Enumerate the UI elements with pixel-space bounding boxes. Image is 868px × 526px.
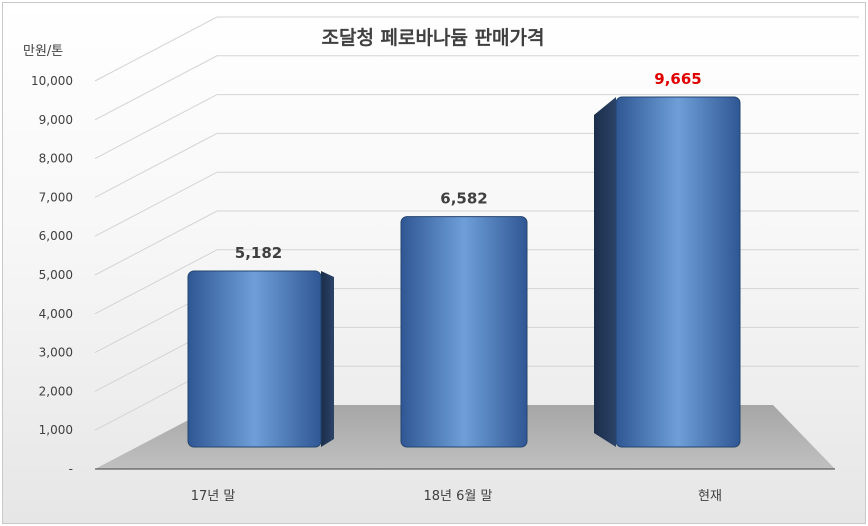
y-tick-label: 9,000 (39, 113, 73, 127)
bar-chart: 조달청 페로바나듐 판매가격 만원/톤 - 1,000 2,000 3,000 4,00… (23, 16, 859, 504)
gridline (94, 16, 859, 82)
y-axis-unit-label: 만원/톤 (23, 44, 63, 59)
x-tick-label: 현재 (698, 489, 722, 504)
bar-side (321, 270, 334, 447)
y-tick-label: 5,000 (39, 268, 73, 282)
bar (187, 270, 322, 448)
data-label: 6,582 (440, 190, 487, 208)
y-tick-label: 7,000 (39, 190, 73, 204)
bar-side (594, 96, 616, 448)
y-tick-label: 4,000 (39, 307, 73, 321)
y-tick-label: 10,000 (31, 74, 73, 88)
y-tick-label: 6,000 (39, 229, 73, 243)
gridline (94, 132, 859, 198)
x-tick-label: 17년 말 (191, 489, 236, 504)
y-tick-label: - (69, 462, 73, 476)
y-tick-label: 3,000 (39, 346, 73, 360)
bar (615, 96, 741, 448)
data-label: 5,182 (235, 244, 282, 262)
gridline (94, 55, 859, 121)
chart-title: 조달청 페로바나듐 판매가격 (322, 27, 545, 49)
y-tick-label: 2,000 (39, 384, 73, 398)
gridline (94, 94, 859, 160)
y-tick-label: 1,000 (39, 423, 73, 437)
bar (400, 216, 528, 448)
y-tick-label: 8,000 (39, 152, 73, 166)
data-label: 9,665 (654, 70, 701, 88)
x-tick-label: 18년 6월 말 (424, 489, 493, 504)
